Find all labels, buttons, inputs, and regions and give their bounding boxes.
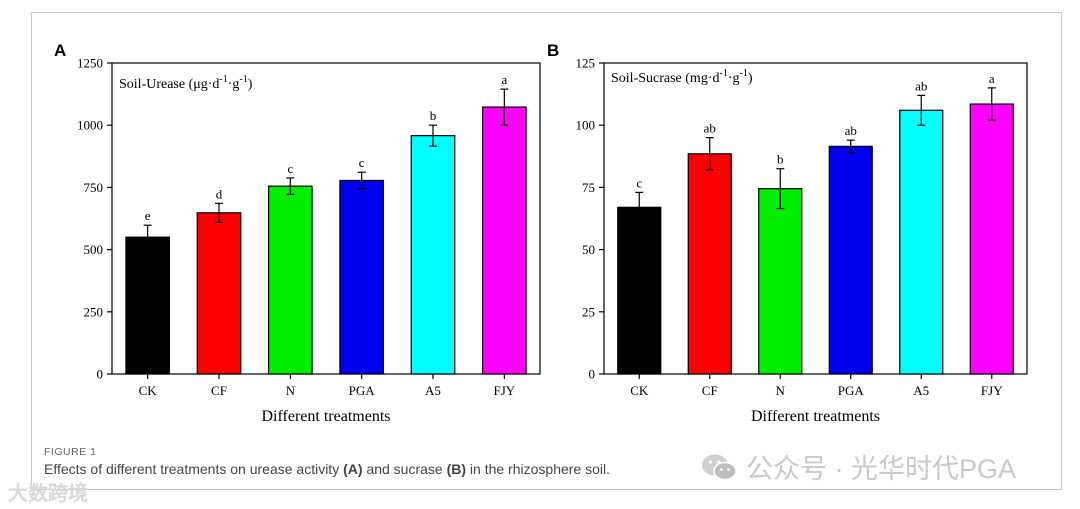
panel-b-bar-pga [828, 145, 873, 375]
watermark-right: 公众号 · 光华时代PGA [700, 447, 1016, 486]
panel-a-title-part: -1 [219, 74, 227, 85]
panel-a-bar-n [267, 185, 313, 375]
panel-a-x-tick-label-ck: CK [139, 383, 158, 398]
panel-b-y-tick-label: 25 [582, 304, 595, 319]
watermark-left: 大数跨境 [8, 483, 88, 505]
panel-b-sig-letter-cf: ab [704, 121, 716, 136]
panel-b-title-part: -1 [719, 68, 727, 79]
panel-b-title: Soil-Sucrase (mg·d-1·g-1) [611, 68, 753, 86]
caption-text-3: in the rhizosphere soil. [466, 461, 610, 477]
panel-b-bar-fjy [969, 103, 1014, 375]
panel-a-title-part: ·g [228, 77, 240, 92]
watermark-right-text: 公众号 · 光华时代PGA [746, 454, 1017, 484]
panel-a-sig-letter-cf: d [216, 186, 223, 201]
panel-b-x-tick-label-a5: A5 [913, 383, 929, 398]
panel-a-y-tick-label: 250 [84, 304, 104, 319]
panel-b-y-tick-label: 125 [576, 56, 596, 71]
panel-b-x-tick-label-ck: CK [630, 383, 649, 398]
panel-a-bar-cf [196, 212, 242, 375]
panel-a-sig-letter-a5: b [430, 108, 437, 123]
panel-b-title-part: Soil-Sucrase (mg·d [611, 71, 719, 86]
panel-a-x-tick-label-fjy: FJY [493, 383, 515, 398]
panel-b-x-axis-label: Different treatments [751, 408, 880, 425]
panel-a-title-part: Soil-Urease (μg·d [119, 77, 219, 92]
panel-a-y-tick-label: 500 [84, 242, 104, 257]
panel-b-bar-cf [687, 153, 732, 375]
panel-b-label: B [547, 41, 559, 60]
panel-a-label: A [54, 41, 66, 60]
panel-b-sig-letter-n: b [777, 152, 784, 167]
panel-b-x-tick-label-pga: PGA [838, 383, 865, 398]
panel-a-title-part: ) [248, 77, 253, 92]
panel-a-x-tick-label-n: N [286, 383, 296, 398]
panel-a-y-tick-label: 1000 [77, 118, 103, 133]
panel-b-title-part: -1 [740, 68, 748, 79]
panel-a-sig-letter-pga: c [359, 155, 365, 170]
panel-b-title-part: ·g [728, 71, 740, 86]
panel-b-x-tick-label-n: N [776, 383, 786, 398]
caption-text-2: and sucrase [362, 461, 447, 477]
panel-a-sig-letter-ck: e [145, 208, 151, 223]
caption-text-1: Effects of different treatments on ureas… [44, 461, 344, 477]
panel-b-y-tick-label: 100 [576, 118, 596, 133]
panel-b-sig-letter-pga: ab [845, 123, 857, 138]
panel-b-x-tick-label-fjy: FJY [981, 383, 1003, 398]
caption-ref-a: (A) [343, 461, 363, 477]
figure-label: FIGURE 1 [44, 446, 97, 458]
panel-b-y-tick-label: 0 [589, 367, 596, 382]
panel-a-title: Soil-Urease (μg·d-1·g-1) [119, 74, 253, 92]
panel-a-sig-letter-fjy: a [501, 72, 507, 87]
panel-a-x-tick-label-cf: CF [211, 383, 227, 398]
panel-a-title-part: -1 [239, 74, 247, 85]
panel-a-bar-a5 [410, 135, 456, 375]
panel-a-y-tick-label: 0 [97, 367, 104, 382]
panel-b-axes-frame [603, 62, 1028, 375]
panel-b-group: B 0 25 50 75 100 125 c CK ab CF b Nab PGA ab A5 a FJY Diff… [547, 41, 1028, 425]
panel-b-bar-ck [617, 206, 662, 375]
panel-a-bar-fjy [481, 106, 527, 375]
panel-b-bar-a5 [899, 109, 944, 375]
panel-a-y-tick-label: 750 [84, 180, 104, 195]
figure-caption: Effects of different treatments on ureas… [44, 461, 610, 477]
panel-b-bar-n [758, 188, 803, 375]
panel-b-sig-letter-ck: c [636, 175, 642, 190]
panel-b-title-part: ) [748, 71, 753, 86]
panel-a-sig-letter-n: c [287, 161, 293, 176]
caption-ref-b: (B) [446, 461, 467, 477]
panel-b-x-tick-label-cf: CF [702, 383, 718, 398]
panel-a-x-tick-label-a5: A5 [425, 383, 441, 398]
panel-a-x-tick-label-pga: PGA [349, 383, 376, 398]
panel-a-axes-frame [111, 62, 541, 375]
panel-a-group: A 0 250 500 750 1000 1250 e CK d CF c Nc PGA b A5 a FJY Di… [54, 41, 541, 425]
panel-b-sig-letter-fjy: a [989, 71, 995, 86]
panel-b-y-tick-label: 75 [582, 180, 595, 195]
wechat-icon [702, 454, 737, 480]
panel-a-x-axis-label: Different treatments [262, 408, 391, 425]
panel-b-y-tick-label: 50 [582, 242, 595, 257]
panel-b-sig-letter-a5: ab [915, 78, 927, 93]
panel-a-bar-ck [125, 236, 171, 375]
panel-a-bar-pga [339, 179, 385, 375]
panel-a-y-tick-label: 1250 [77, 56, 103, 71]
